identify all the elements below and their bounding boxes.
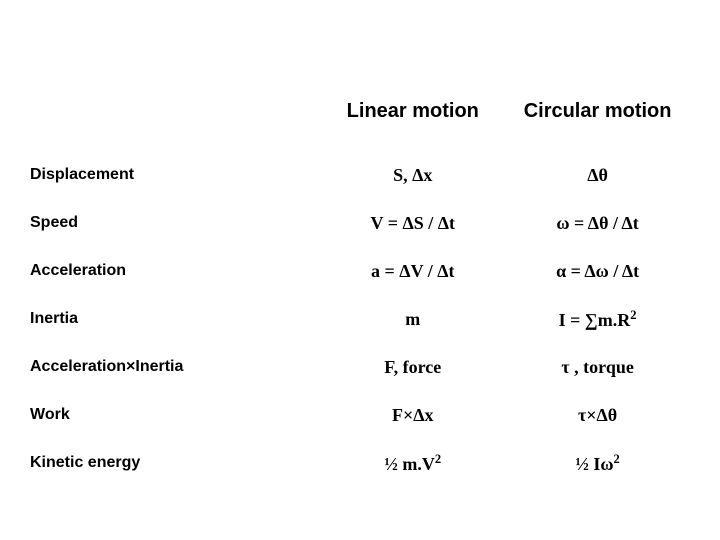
table-row: Speed V = ΔS / Δt ω = Δθ / Δt: [30, 199, 690, 247]
cell-circular: ½ Iω2: [505, 439, 690, 487]
cell-linear: S, Δx: [320, 151, 505, 199]
table-row: Acceleration×Inertia F, force τ , torque: [30, 343, 690, 391]
cell-circular: τ , torque: [505, 343, 690, 391]
cell-circular: Δθ: [505, 151, 690, 199]
cell-linear: ½ m.V2: [320, 439, 505, 487]
cell-circular: α = Δω / Δt: [505, 247, 690, 295]
row-label: Inertia: [30, 295, 320, 343]
table-row: Displacement S, Δx Δθ: [30, 151, 690, 199]
row-label: Kinetic energy: [30, 439, 320, 487]
table-row: Kinetic energy ½ m.V2 ½ Iω2: [30, 439, 690, 487]
cell-linear: F, force: [320, 343, 505, 391]
cell-linear: a = ΔV / Δt: [320, 247, 505, 295]
cell-linear: m: [320, 295, 505, 343]
header-circular-motion: Circular motion: [505, 100, 690, 151]
table-row: Work F×Δx τ×Δθ: [30, 391, 690, 439]
cell-linear: V = ΔS / Δt: [320, 199, 505, 247]
motion-comparison-table: Linear motion Circular motion Displaceme…: [30, 100, 690, 487]
cell-circular: τ×Δθ: [505, 391, 690, 439]
table-header-row: Linear motion Circular motion: [30, 100, 690, 151]
cell-circular: ω = Δθ / Δt: [505, 199, 690, 247]
row-label: Work: [30, 391, 320, 439]
row-label: Speed: [30, 199, 320, 247]
cell-linear: F×Δx: [320, 391, 505, 439]
row-label: Acceleration: [30, 247, 320, 295]
table-row: Inertia m I = ∑m.R2: [30, 295, 690, 343]
row-label: Displacement: [30, 151, 320, 199]
comparison-table-page: Linear motion Circular motion Displaceme…: [0, 0, 720, 540]
table-row: Acceleration a = ΔV / Δt α = Δω / Δt: [30, 247, 690, 295]
cell-circular: I = ∑m.R2: [505, 295, 690, 343]
header-blank: [30, 100, 320, 151]
row-label: Acceleration×Inertia: [30, 343, 320, 391]
header-linear-motion: Linear motion: [320, 100, 505, 151]
